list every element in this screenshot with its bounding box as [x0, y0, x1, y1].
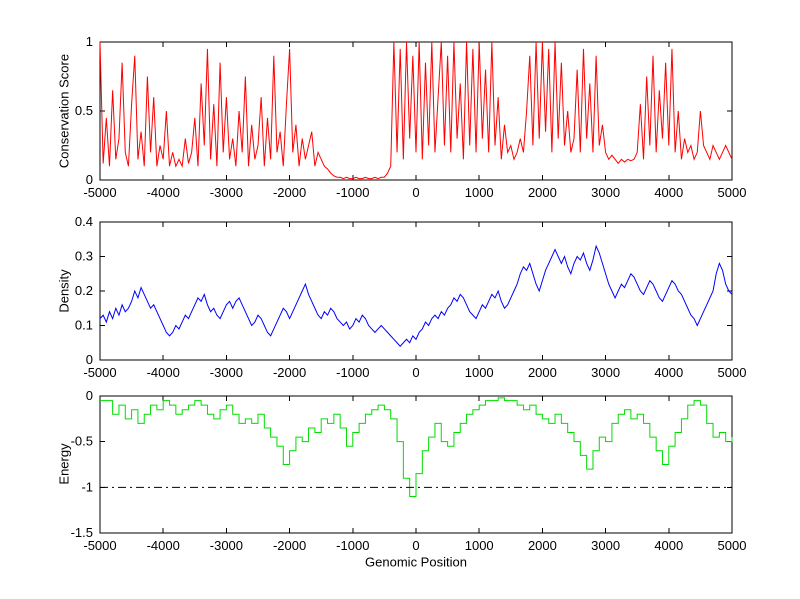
- x-tick-label: -3000: [210, 185, 243, 200]
- ylabel-energy: Energy: [56, 443, 72, 485]
- ylabel-density: Density: [56, 269, 72, 313]
- subplot-2: -5000 -4000 -3000 -2000 -1000 0 1000 2000 3000 40…: [71, 388, 747, 553]
- xlabel-genomic-position: Genomic Position: [365, 554, 467, 570]
- x-tick-label: 2000: [528, 185, 557, 200]
- y-tick-label: 0: [86, 172, 93, 187]
- y-tick-label: 0.2: [75, 283, 93, 298]
- y-tick-label: 0.5: [75, 103, 93, 118]
- x-tick-label: 5000: [718, 538, 747, 553]
- x-tick-label: 3000: [591, 538, 620, 553]
- x-tick-label: -4000: [147, 365, 180, 380]
- x-tick-label: -4000: [147, 538, 180, 553]
- y-tick-label: -1.5: [71, 525, 93, 540]
- series-line-2: [100, 397, 733, 497]
- y-tick-label: 0.1: [75, 318, 93, 333]
- x-tick-label: -5000: [83, 538, 116, 553]
- x-tick-label: -1000: [336, 365, 369, 380]
- subplot-1: -5000 -4000 -3000 -2000 -1000 0 1000 2000 3000 40…: [75, 214, 747, 380]
- x-tick-label: -3000: [210, 365, 243, 380]
- x-tick-label: -2000: [273, 365, 306, 380]
- y-tick-label: -0.5: [71, 434, 93, 449]
- x-tick-label: -3000: [210, 538, 243, 553]
- x-tick-label: 0: [412, 365, 419, 380]
- x-tick-label: 5000: [718, 365, 747, 380]
- x-tick-label: -5000: [83, 185, 116, 200]
- x-tick-label: -2000: [273, 538, 306, 553]
- x-tick-label: 1000: [465, 365, 494, 380]
- x-tick-label: 4000: [654, 365, 683, 380]
- y-tick-label: 0.3: [75, 249, 93, 264]
- x-tick-label: 0: [412, 538, 419, 553]
- y-tick-label: 0: [86, 388, 93, 403]
- y-tick-label: 0: [86, 352, 93, 367]
- ylabel-conservation-score: Conservation Score: [56, 53, 72, 169]
- y-tick-label: -1: [81, 479, 93, 494]
- x-tick-label: -2000: [273, 185, 306, 200]
- x-tick-label: 1000: [465, 538, 494, 553]
- x-tick-label: 4000: [654, 185, 683, 200]
- x-tick-label: -4000: [147, 185, 180, 200]
- x-tick-label: -1000: [336, 185, 369, 200]
- series-line-0: [99, 41, 733, 180]
- x-tick-label: 2000: [528, 365, 557, 380]
- x-tick-label: 4000: [654, 538, 683, 553]
- x-tick-label: 5000: [718, 185, 747, 200]
- x-tick-label: 0: [412, 185, 419, 200]
- x-tick-label: 3000: [591, 185, 620, 200]
- x-tick-label: -1000: [336, 538, 369, 553]
- x-tick-label: 3000: [591, 365, 620, 380]
- y-tick-label: 1: [86, 34, 93, 49]
- series-line-1: [99, 244, 733, 347]
- x-tick-label: -5000: [83, 365, 116, 380]
- x-tick-label: 2000: [528, 538, 557, 553]
- x-tick-label: 1000: [465, 185, 494, 200]
- y-tick-label: 0.4: [75, 214, 93, 229]
- subplot-0: -5000 -4000 -3000 -2000 -1000 0 1000 2000 3000 40…: [75, 34, 747, 200]
